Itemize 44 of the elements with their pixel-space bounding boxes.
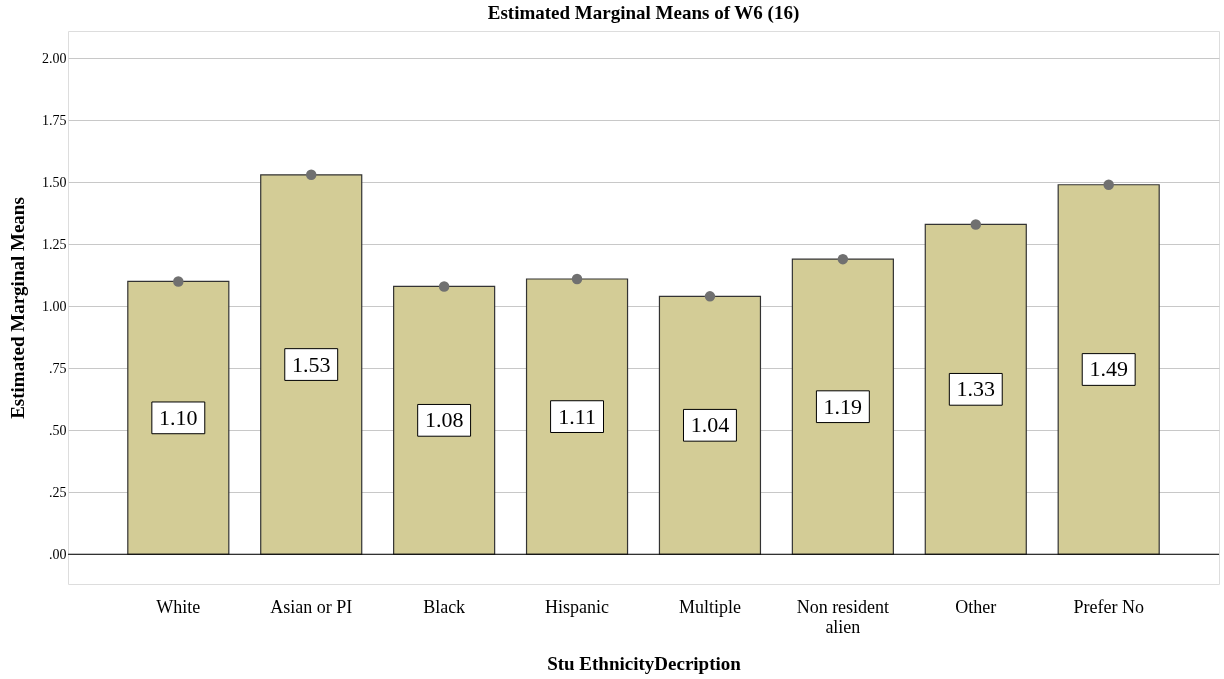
x-tick-label: Hispanic — [545, 596, 610, 617]
y-tick-label: 1.25 — [42, 236, 67, 252]
y-tick-label: 1.75 — [42, 112, 67, 128]
bar — [924, 223, 1027, 555]
x-tick-label: Non resident alien — [796, 596, 890, 637]
point — [1103, 179, 1114, 190]
x-tick-label: Other — [955, 596, 997, 617]
point — [571, 273, 583, 285]
chart-title: Estimated Marginal Means of W6 (16) — [487, 2, 800, 24]
y-tick-label: .50 — [49, 422, 67, 438]
bar — [1057, 184, 1160, 555]
point — [173, 276, 184, 287]
data-label: 1.19 — [823, 393, 863, 419]
data-label: 1.53 — [291, 351, 331, 377]
point — [704, 291, 716, 302]
point — [970, 219, 982, 230]
data-label: 1.08 — [424, 407, 464, 433]
data-label: 1.11 — [558, 403, 596, 429]
x-tick-label: Black — [423, 596, 466, 617]
y-tick-label: .25 — [49, 484, 67, 500]
point — [837, 253, 849, 265]
bar — [658, 295, 762, 555]
bar — [393, 285, 496, 555]
bar — [525, 278, 629, 555]
x-tick-label: Multiple — [678, 596, 741, 617]
data-label: 1.49 — [1089, 356, 1128, 382]
y-axis-title: Estimated Marginal Means — [7, 197, 28, 419]
data-label: 1.33 — [956, 376, 996, 402]
bar — [127, 280, 230, 555]
bar — [791, 258, 894, 555]
data-label: 1.04 — [690, 412, 730, 438]
x-axis-title: Stu EthnicityDecription — [547, 652, 742, 674]
bar — [260, 174, 363, 555]
x-tick-label: Prefer No — [1073, 596, 1144, 617]
y-tick-label: 1.50 — [42, 174, 67, 190]
point — [438, 281, 450, 292]
point — [305, 169, 317, 181]
data-label: 1.10 — [159, 404, 198, 430]
y-tick-label: .00 — [49, 546, 67, 562]
y-tick-label: 2.00 — [42, 50, 67, 66]
x-tick-label: White — [156, 596, 201, 617]
y-tick-label: 1.00 — [42, 298, 67, 314]
y-tick-label: .75 — [49, 360, 67, 376]
x-tick-label: Asian or PI — [270, 596, 353, 617]
